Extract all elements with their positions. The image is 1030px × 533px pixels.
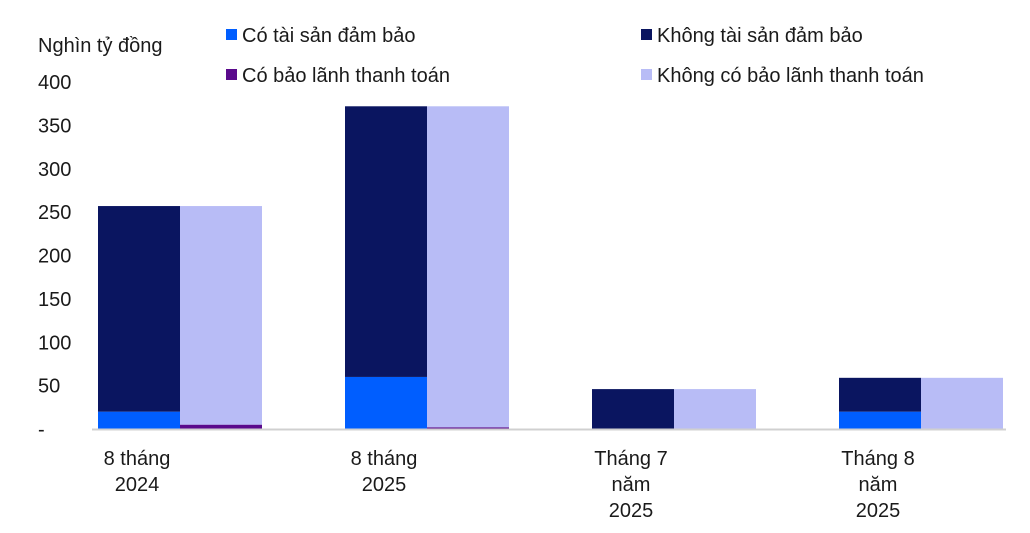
x-tick-label: Tháng 7 bbox=[594, 448, 667, 470]
legend-label: Có tài sản đảm bảo bbox=[242, 25, 415, 47]
bar-segment-0 bbox=[839, 411, 921, 429]
x-tick-label: 2025 bbox=[609, 500, 654, 522]
y-axis-label: Nghìn tỷ đồng bbox=[38, 35, 163, 57]
y-tick-label: 350 bbox=[38, 115, 71, 137]
bar-segment-3 bbox=[180, 206, 262, 425]
x-tick-label: 8 tháng bbox=[351, 448, 418, 470]
bars bbox=[98, 106, 1003, 429]
legend-swatch bbox=[641, 69, 652, 80]
legend-label: Có bảo lãnh thanh toán bbox=[242, 65, 450, 87]
y-tick-label: - bbox=[38, 419, 45, 441]
bar-segment-3 bbox=[921, 377, 1003, 429]
y-axis-ticks: - 50 100 150 200 250 300 350 400 bbox=[38, 72, 71, 441]
x-tick-label: năm bbox=[612, 474, 651, 496]
bar-segment-2 bbox=[180, 424, 262, 429]
x-tick-label: năm bbox=[859, 474, 898, 496]
y-tick-label: 100 bbox=[38, 332, 71, 354]
x-axis-labels: 8 tháng 2024 8 tháng 2025 Tháng 7 năm 2025 Thán… bbox=[104, 448, 915, 522]
legend-swatch bbox=[641, 29, 652, 40]
legend: Có tài sản đảm bảo Không tài sản đảm bảo C… bbox=[226, 25, 924, 87]
legend-label: Không tài sản đảm bảo bbox=[657, 25, 863, 47]
bar-segment-3 bbox=[427, 106, 509, 428]
bar-segment-3 bbox=[674, 389, 756, 429]
y-tick-label: 250 bbox=[38, 202, 71, 224]
x-tick-label: 2025 bbox=[856, 500, 901, 522]
legend-swatch bbox=[226, 29, 237, 40]
bar-segment-0 bbox=[98, 411, 180, 429]
bar-segment-0 bbox=[345, 376, 427, 429]
bar-segment-1 bbox=[592, 389, 674, 429]
y-tick-label: 300 bbox=[38, 159, 71, 181]
x-tick-label: Tháng 8 bbox=[841, 448, 914, 470]
bar-segment-1 bbox=[839, 377, 921, 412]
bar-segment-1 bbox=[98, 206, 180, 412]
x-tick-label: 8 tháng bbox=[104, 448, 171, 470]
y-tick-label: 50 bbox=[38, 376, 60, 398]
x-tick-label: 2025 bbox=[362, 474, 407, 496]
y-tick-label: 150 bbox=[38, 289, 71, 311]
y-tick-label: 400 bbox=[38, 72, 71, 94]
legend-swatch bbox=[226, 69, 237, 80]
legend-label: Không có bảo lãnh thanh toán bbox=[657, 65, 924, 87]
x-tick-label: 2024 bbox=[115, 474, 160, 496]
bar-segment-2 bbox=[427, 427, 509, 429]
y-tick-label: 200 bbox=[38, 246, 71, 268]
bar-segment-1 bbox=[345, 106, 427, 377]
